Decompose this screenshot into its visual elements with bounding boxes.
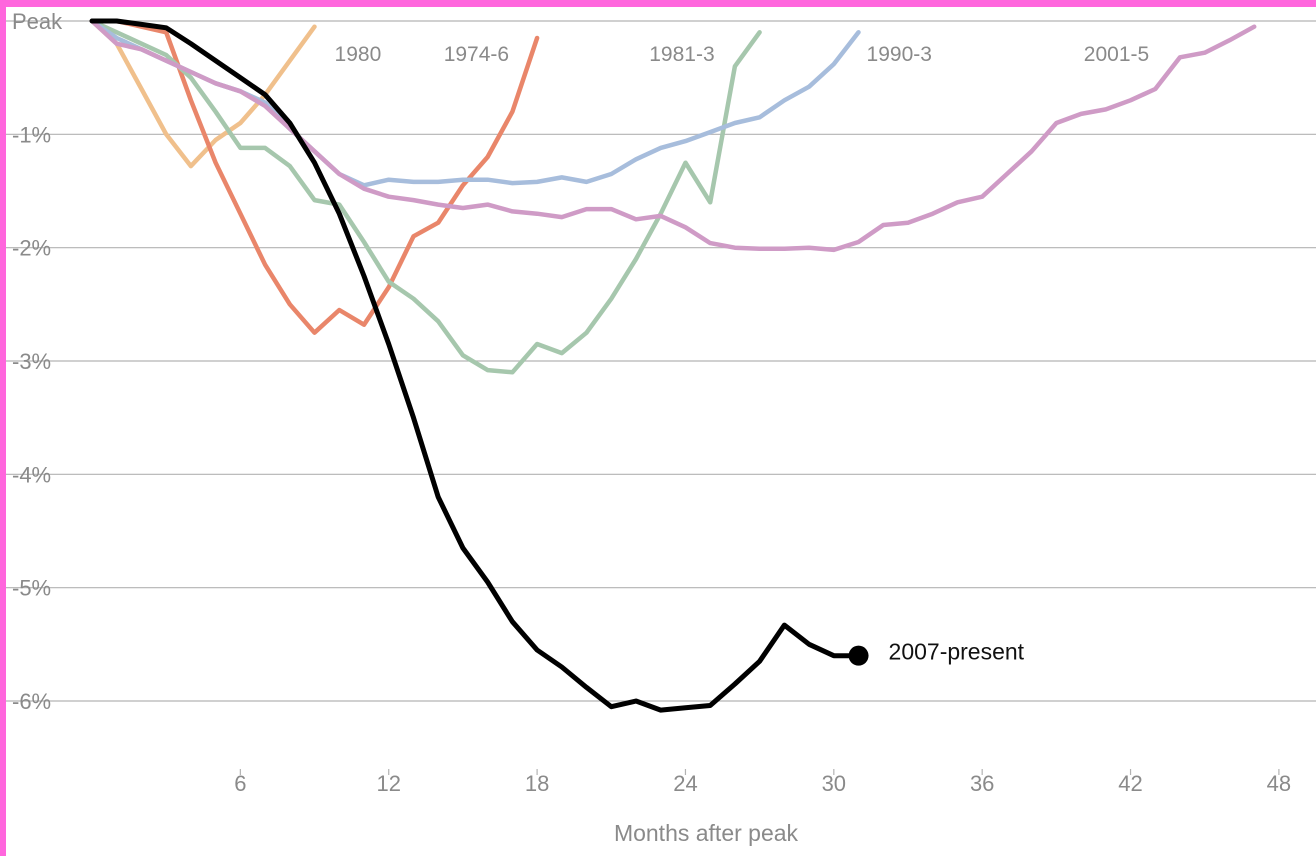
- series-label-1990-3: 1990-3: [867, 43, 932, 66]
- current-endpoint-marker: [848, 645, 869, 666]
- y-tick-label: -4%: [12, 462, 51, 487]
- series-line-1981-3: [89, 18, 762, 375]
- gridlines: [6, 20, 1316, 702]
- series-label-2001-5: 2001-5: [1084, 43, 1149, 66]
- y-tick-label: -3%: [12, 349, 51, 374]
- series-label-2007-present: 2007-present: [889, 639, 1025, 665]
- series-label-1980: 1980: [335, 43, 382, 66]
- x-tick-label: 48: [1267, 771, 1291, 796]
- series-label-1981-3: 1981-3: [649, 43, 714, 66]
- series-line-1980: [89, 18, 317, 169]
- series-line-2007-present: [89, 18, 861, 713]
- series-lines: [89, 18, 1257, 713]
- series-label-1974-6: 1974-6: [444, 43, 509, 66]
- y-tick-label: -5%: [12, 576, 51, 601]
- series-labels: 1980 1974-6 1981-3 1990-3 2001-5 2007-present: [335, 43, 1150, 665]
- x-tick-label: 30: [822, 771, 846, 796]
- x-axis-ticks: 6 12 18 24 30 36 42 48: [234, 769, 1291, 796]
- x-tick-label: 36: [970, 771, 994, 796]
- x-axis-label: Months after peak: [614, 820, 799, 846]
- y-tick-label: -6%: [12, 689, 51, 714]
- series-line-2001-5: [89, 18, 1257, 253]
- y-tick-label: Peak: [12, 9, 63, 34]
- y-tick-label: -1%: [12, 122, 51, 147]
- line-chart: Peak -1% -2% -3% -4% -5% -6% 6 12 18 24 30 36 42 48 1…: [6, 9, 1316, 846]
- y-axis-ticks: Peak -1% -2% -3% -4% -5% -6%: [12, 9, 63, 714]
- x-tick-label: 12: [376, 771, 400, 796]
- x-tick-label: 24: [673, 771, 697, 796]
- chart-frame: Peak -1% -2% -3% -4% -5% -6% 6 12 18 24 30 36 42 48 1…: [6, 7, 1316, 856]
- series-line-1974-6: [89, 18, 540, 335]
- x-tick-label: 42: [1118, 771, 1142, 796]
- x-tick-label: 18: [525, 771, 549, 796]
- x-tick-label: 6: [234, 771, 246, 796]
- y-tick-label: -2%: [12, 236, 51, 261]
